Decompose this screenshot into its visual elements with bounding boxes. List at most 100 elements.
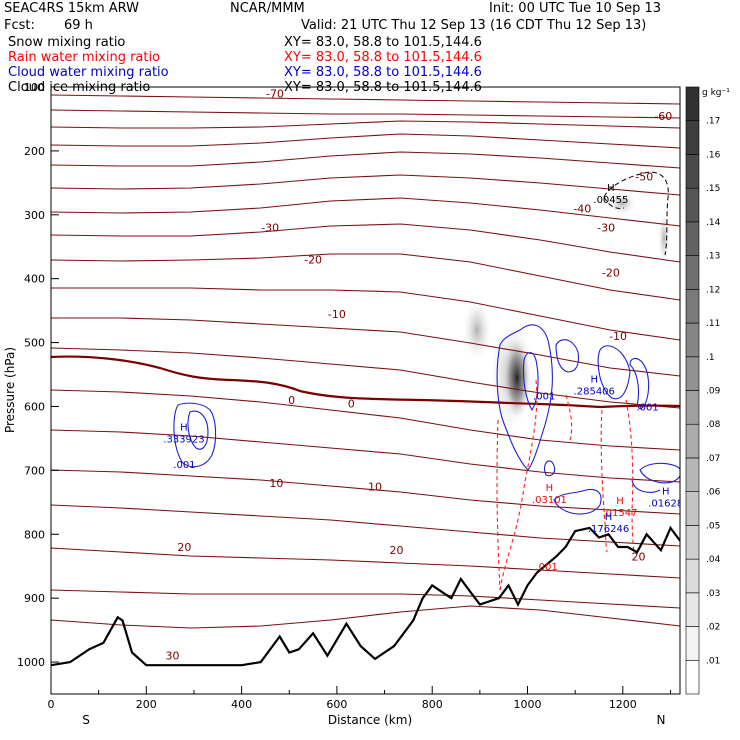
valid-time: Valid: 21 UTC Thu 12 Sep 13 (16 CDT Thu … (301, 18, 647, 33)
y-tick-label: 700 (24, 464, 45, 477)
isotherm-line (51, 253, 680, 301)
isotherm-label: 30 (166, 650, 180, 663)
colorbar-swatch (685, 120, 700, 155)
isotherm-line (51, 151, 680, 169)
right-endpoint-label: N (657, 713, 666, 727)
colorbar-swatch (685, 390, 700, 425)
colorbar-label: .03 (706, 589, 720, 599)
colorbar-label: .15 (706, 184, 720, 194)
colorbar-swatch (685, 558, 700, 594)
colorbar: .01 .02 .03 .04 .05 .06 .07 .08 .09 .1 .11 .12 .13 .1… (685, 86, 721, 695)
colorbar-swatch (685, 86, 700, 122)
y-axis-label: Pressure (hPa) (3, 347, 17, 433)
colorbar-swatch (685, 154, 700, 189)
cloud-ice-contours (603, 171, 669, 256)
contour-label: .001 (173, 460, 195, 471)
colorbar-label: .16 (706, 150, 721, 160)
x-tick-label: 0 (48, 698, 55, 711)
isotherm-label: -60 (654, 110, 672, 123)
isotherm-line (51, 605, 680, 629)
x-tick-label: 1200 (609, 698, 637, 711)
x-tick-label: 200 (136, 698, 157, 711)
field-snow-xy: XY= 83.0, 58.8 to 101.5,144.6 (284, 35, 482, 50)
model-title: SEAC4RS 15km ARW (4, 1, 140, 16)
isotherm-label: -40 (573, 202, 591, 215)
colorbar-swatch (685, 255, 700, 290)
colorbar-swatch (685, 626, 700, 661)
colorbar-swatch (685, 187, 700, 223)
colorbar-swatch (685, 322, 700, 358)
org-label: NCAR/MMM (230, 1, 305, 16)
x-tick-label: 400 (231, 698, 252, 711)
extremum-value: .01628 (648, 498, 683, 509)
y-tick-label: 100 (24, 81, 45, 94)
isotherm-label: 20 (177, 541, 191, 554)
x-tick-label: 800 (422, 698, 443, 711)
field-snow-name: Snow mixing ratio (8, 35, 126, 50)
contour-label: .001 (533, 392, 555, 403)
extremum-value: .00455 (593, 195, 628, 206)
x-tick-label: 600 (326, 698, 347, 711)
isotherm-line (51, 347, 680, 409)
temperature-contours (51, 94, 680, 629)
field-rain-xy: XY= 83.0, 58.8 to 101.5,144.6 (284, 50, 482, 65)
extremum-value: .01547 (602, 508, 637, 519)
extremum-mark: H (180, 422, 188, 433)
colorbar-label: .06 (706, 488, 721, 498)
isotherm-line (51, 94, 680, 105)
y-tick-label: 200 (24, 145, 45, 158)
colorbar-label: .07 (706, 454, 720, 464)
extremum-mark: H (662, 486, 670, 497)
y-tick-label: 300 (24, 209, 45, 222)
terrain (51, 525, 680, 667)
isotherm-line (51, 287, 680, 341)
colorbar-label: .13 (706, 252, 720, 262)
isotherm-line (51, 197, 680, 227)
colorbar-swatch (685, 659, 700, 695)
isotherm-line (51, 174, 680, 196)
isotherm-line (51, 223, 680, 263)
colorbar-label: .1 (706, 353, 715, 363)
isotherm-line (51, 133, 680, 149)
isotherm-label: 0 (288, 394, 295, 407)
isotherm-line (51, 120, 680, 129)
isotherm-label: 0 (348, 397, 355, 410)
isotherm-line (51, 389, 680, 451)
colorbar-swatch (685, 525, 700, 560)
colorbar-label: .02 (706, 623, 720, 633)
plot-area: -70 -60 -50 -40 -30 -30 -20 -20 -10 -10 0 0 10 10 20 20… (51, 87, 683, 667)
field-rain-name: Rain water mixing ratio (8, 50, 161, 65)
isotherm-label: -30 (261, 222, 279, 235)
isotherm-line (51, 547, 680, 579)
colorbar-label: .08 (706, 420, 721, 430)
colorbar-swatch (685, 289, 700, 324)
extremum-mark: H (605, 512, 613, 523)
colorbar-swatch (685, 491, 700, 526)
colorbar-swatch (685, 356, 700, 391)
extremum-value: .285406 (574, 387, 615, 398)
y-tick-label: 800 (24, 528, 45, 541)
extremum-value: .176246 (588, 524, 629, 535)
isotherm-line (51, 469, 680, 515)
isotherm-label: -20 (602, 266, 620, 279)
colorbar-swatch (685, 592, 700, 627)
extremum-value: .333923 (163, 434, 204, 445)
field-cloudwater-name: Cloud water mixing ratio (8, 65, 169, 80)
extremum-mark: H (607, 183, 615, 194)
isotherm-label: 10 (269, 477, 283, 490)
cloud-water-contours (173, 324, 680, 515)
y-tick-label: 600 (24, 400, 45, 413)
isotherm-line (51, 429, 680, 483)
y-tick-label: 1000 (17, 656, 45, 669)
colorbar-label: .12 (706, 285, 720, 295)
isotherm-label: -50 (635, 170, 653, 183)
plot-frame (50, 86, 681, 695)
colorbar-swatch (685, 457, 700, 492)
colorbar-label: .01 (706, 656, 720, 666)
isotherm-label: -10 (328, 308, 346, 321)
left-endpoint-label: S (82, 713, 90, 727)
extremum-mark: H (590, 375, 598, 386)
x-axis-label: Distance (km) (328, 713, 412, 727)
colorbar-swatch (685, 221, 700, 256)
colorbar-swatch (685, 423, 700, 459)
